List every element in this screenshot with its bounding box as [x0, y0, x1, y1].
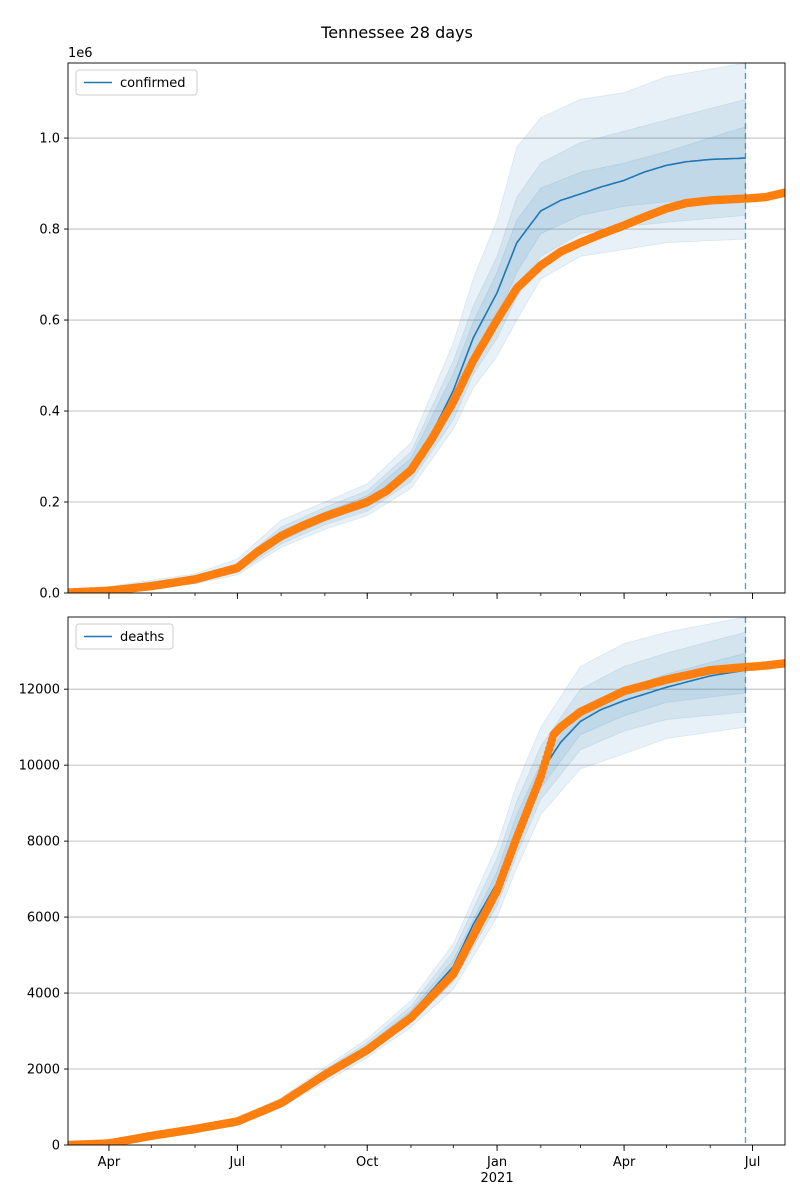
legend-box [75, 69, 198, 96]
y-tick-label: 2000 [27, 1063, 60, 1078]
legend-box [75, 623, 174, 650]
observed-series [68, 188, 785, 593]
y-tick-label: 8000 [27, 835, 60, 850]
x-tick-sublabel: 2021 [481, 1171, 514, 1186]
y-tick-label: 10000 [19, 759, 60, 774]
uncertainty-band-3 [68, 126, 746, 593]
x-tick-label: Jul [744, 1155, 761, 1170]
x-tick-label: Jul [229, 1155, 246, 1170]
legend-label: deaths [120, 630, 165, 645]
x-tick-label: Apr [613, 1155, 636, 1170]
grid-lines [68, 688, 785, 1146]
x-tick-label: Jan [486, 1155, 507, 1170]
uncertainty-band-2 [68, 98, 746, 593]
y-tick-label: 0.2 [39, 496, 60, 511]
y-tick-label: 0.0 [39, 587, 60, 602]
x-tick-label: Apr [98, 1155, 121, 1170]
y-tick-label: 0.6 [39, 314, 60, 329]
x-tick-label: Oct [356, 1155, 378, 1170]
observed-point [780, 659, 785, 668]
y-tick-label: 0 [52, 1139, 60, 1154]
legend: deaths [75, 623, 174, 650]
legend: confirmed [75, 69, 198, 96]
y-tick-label: 0.4 [39, 405, 60, 420]
plot-area [68, 63, 785, 593]
y-tick-label: 4000 [27, 987, 60, 1002]
y-tick-label: 0.8 [39, 223, 60, 238]
figure-title: Tennessee 28 days [320, 23, 473, 42]
deaths-panel: 0 2000 4000 6000 8000 10000 12000 Apr Jul Oct Jan2… [19, 616, 786, 1186]
observed-point [780, 188, 785, 197]
y-tick-label: 6000 [27, 911, 60, 926]
axes-frame [67, 616, 786, 1146]
confirmed-panel: 0.0 0.2 0.4 0.6 0.8 1.0 1e6 confirmed [39, 46, 786, 602]
observed-series [68, 659, 785, 1145]
y-offset-label: 1e6 [68, 46, 93, 61]
legend-label: confirmed [120, 76, 186, 91]
y-tick-label: 1.0 [39, 132, 60, 147]
y-tick-label: 12000 [19, 683, 60, 698]
axes-frame [67, 62, 786, 594]
plot-area [68, 617, 785, 1145]
